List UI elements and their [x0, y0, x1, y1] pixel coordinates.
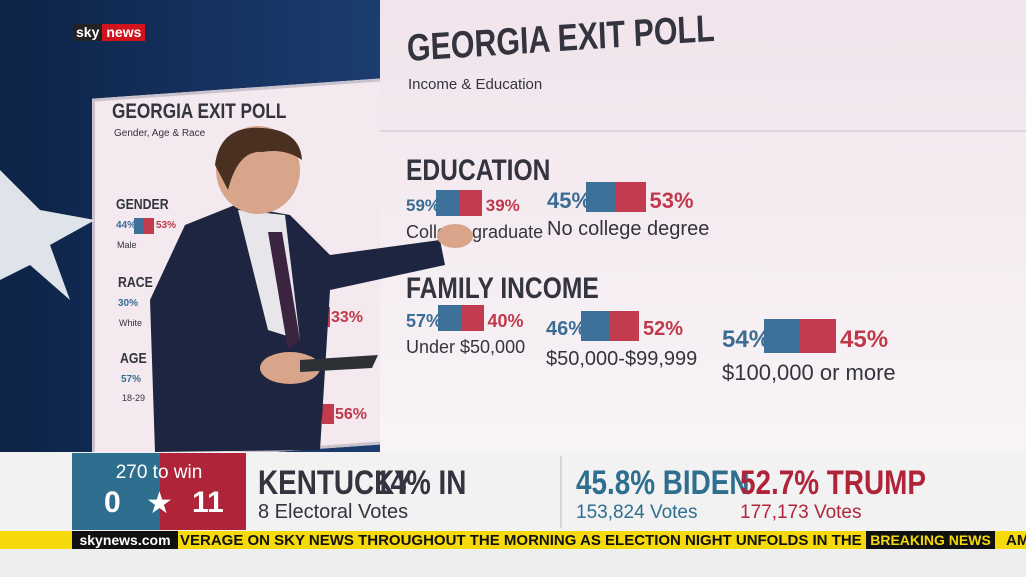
rep-pct: 52%: [643, 318, 684, 340]
side-title: GEORGIA EXIT POLL: [112, 100, 287, 123]
logo-brand: sky: [73, 24, 103, 41]
dem-pct: 57%: [406, 311, 443, 331]
dem-pct: 45%: [547, 188, 592, 213]
side-heading: RACE: [118, 274, 153, 291]
dem-pct: 46%: [546, 318, 587, 340]
presenter: [150, 126, 473, 452]
electoral-votes: 8 Electoral Votes: [258, 501, 409, 523]
poll-bar: [581, 311, 639, 341]
side-label: Male: [117, 240, 137, 250]
to-win: 270 to win: [115, 462, 203, 483]
dem-pct: 45.8% BIDEN: [576, 464, 750, 502]
side-rep: 53%: [156, 220, 177, 231]
section-heading: FAMILY INCOME: [406, 272, 599, 305]
rep-pct: 39%: [485, 196, 520, 215]
side-other: 56%: [335, 406, 368, 423]
logo: sky news: [73, 24, 146, 41]
ticker-flag: BREAKING NEWS: [866, 531, 995, 549]
side-heading: AGE: [120, 350, 147, 367]
side-label: White: [119, 318, 143, 328]
divider: [560, 456, 562, 528]
side-heading: GENDER: [116, 196, 169, 213]
ticker-next: AM: [1006, 532, 1026, 549]
side-bar: [322, 404, 334, 424]
dem-box: [72, 453, 160, 530]
rep-box: [160, 453, 246, 530]
item-label: Under $50,000: [406, 337, 526, 357]
rep-pct: 52.7% TRUMP: [740, 464, 926, 502]
item-label: $100,000 or more: [722, 360, 896, 385]
side-label: 18-29: [122, 393, 146, 403]
poll-bar: [435, 189, 482, 216]
item-label: No college degree: [547, 218, 710, 240]
ticker-text: VERAGE ON SKY NEWS THROUGHOUT THE MORNIN…: [180, 532, 896, 549]
state: KENTUCKY: [258, 464, 413, 502]
rep-pct: 40%: [487, 311, 524, 331]
rep-votes: 177,173 Votes: [740, 502, 862, 523]
bottom-strip: [0, 549, 1026, 577]
studio-star: [0, 150, 100, 305]
dem-ev: 0: [104, 486, 121, 519]
side-other: 33%: [331, 309, 364, 326]
dem-pct: 54%: [722, 326, 771, 353]
poll-bar: [764, 319, 836, 353]
side-bar: [134, 218, 154, 234]
item-label: $50,000-$99,999: [546, 348, 698, 370]
star: ★: [146, 487, 173, 520]
rep-ev: 11: [192, 486, 224, 519]
ticker: VERAGE ON SKY NEWS THROUGHOUT THE MORNIN…: [0, 531, 1026, 549]
reporting: 14% IN: [375, 464, 467, 502]
side-dem: 57%: [121, 374, 142, 385]
board-divider: [380, 130, 1026, 132]
poll-bar: [585, 182, 646, 212]
logo-sub: news: [102, 24, 146, 41]
section-heading: EDUCATION: [406, 154, 551, 187]
ticker-site: skynews.com: [72, 531, 178, 549]
main-subtitle: Income & Education: [408, 76, 543, 93]
rep-pct: 45%: [840, 326, 889, 353]
side-dem: 44%: [116, 220, 137, 231]
side-dem: 30%: [118, 298, 139, 309]
poll-bar: [437, 305, 484, 331]
main-board: [380, 0, 1026, 452]
rep-pct: 53%: [649, 188, 694, 213]
dem-votes: 153,824 Votes: [576, 502, 698, 523]
side-subtitle: Gender, Age & Race: [114, 128, 206, 139]
dem-pct: 59%: [406, 196, 441, 215]
